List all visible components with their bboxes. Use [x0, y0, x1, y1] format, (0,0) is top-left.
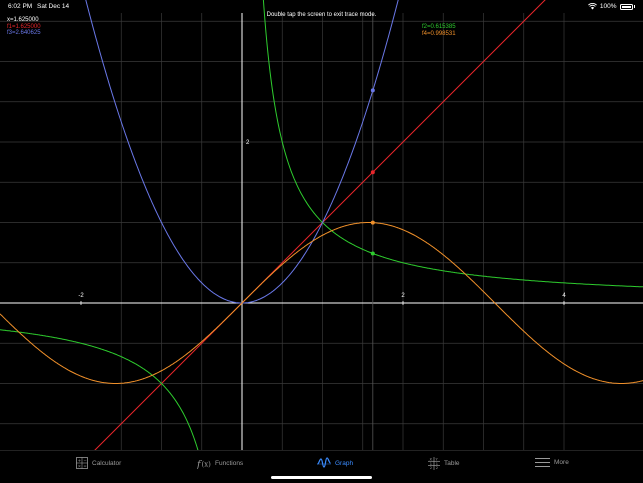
trace-f2-value: f2=0.615385: [422, 24, 456, 30]
x-tick-label: -2: [78, 293, 84, 299]
trace-point-f2: [370, 251, 375, 256]
trace-point-f3: [370, 88, 375, 93]
status-right: 100%: [587, 3, 635, 10]
tab-label: Table: [444, 460, 460, 467]
svg-text:×: ×: [78, 463, 81, 468]
tab-more[interactable]: More: [535, 457, 569, 468]
series-line-f4: [0, 222, 643, 384]
tab-label: More: [554, 459, 569, 466]
trace-point-f4: [370, 220, 375, 225]
svg-text:Y: Y: [436, 458, 439, 462]
calculator-icon: + − × =: [76, 457, 88, 469]
status-time: 6:02 PM: [8, 3, 33, 10]
svg-text:1: 1: [436, 462, 438, 466]
status-date: Sat Dec 14: [37, 3, 70, 10]
table-icon: X Y 1 1 2 2: [428, 457, 440, 470]
tab-label: Graph: [335, 459, 354, 467]
graph-icon: [317, 457, 331, 468]
status-bar: 6:02 PM Sat Dec 14 100%: [0, 0, 643, 12]
x-tick-label: 4: [562, 293, 566, 299]
svg-text:1: 1: [430, 462, 432, 466]
tab-label: Calculator: [92, 459, 122, 467]
home-indicator: [271, 476, 372, 479]
trace-f3-value: f3=2.640625: [7, 30, 41, 37]
svg-text:(x): (x): [202, 461, 212, 469]
svg-text:2: 2: [436, 466, 438, 470]
battery-cap: [633, 5, 635, 8]
trace-f4-value: f4=0.998531: [422, 30, 456, 37]
tab-graph[interactable]: Graph: [317, 457, 353, 469]
trace-f1-value: f1=1.625000: [7, 23, 41, 30]
tab-functions[interactable]: f (x) Functions: [197, 457, 243, 469]
trace-point-f1: [370, 170, 375, 175]
svg-text:=: =: [83, 463, 86, 468]
trace-readout-left: x=1.625000 f1=1.625000 f3=2.640625: [7, 17, 41, 37]
battery-percent: 100%: [599, 3, 617, 10]
y-tick-label: 2: [246, 140, 250, 146]
wifi-icon: [587, 3, 597, 10]
tab-calculator[interactable]: + − × = Calculator: [76, 457, 121, 469]
svg-text:−: −: [83, 458, 86, 463]
fx-icon: f (x): [197, 459, 212, 469]
menu-icon: [535, 458, 550, 467]
x-tick-label: 2: [401, 293, 405, 299]
trace-mode-hint: Double tap the screen to exit trace mode…: [266, 12, 377, 18]
svg-text:f: f: [197, 459, 202, 469]
battery-icon: [619, 3, 633, 10]
svg-text:X: X: [430, 458, 433, 462]
trace-x-value: x=1.625000: [7, 17, 39, 23]
svg-text:+: +: [78, 458, 81, 463]
tab-table[interactable]: X Y 1 1 2 2 Table: [428, 457, 460, 470]
svg-text:2: 2: [430, 466, 432, 470]
tab-label: Functions: [215, 459, 244, 467]
trace-readout-right: f2=0.615385 f4=0.998531: [422, 24, 456, 37]
